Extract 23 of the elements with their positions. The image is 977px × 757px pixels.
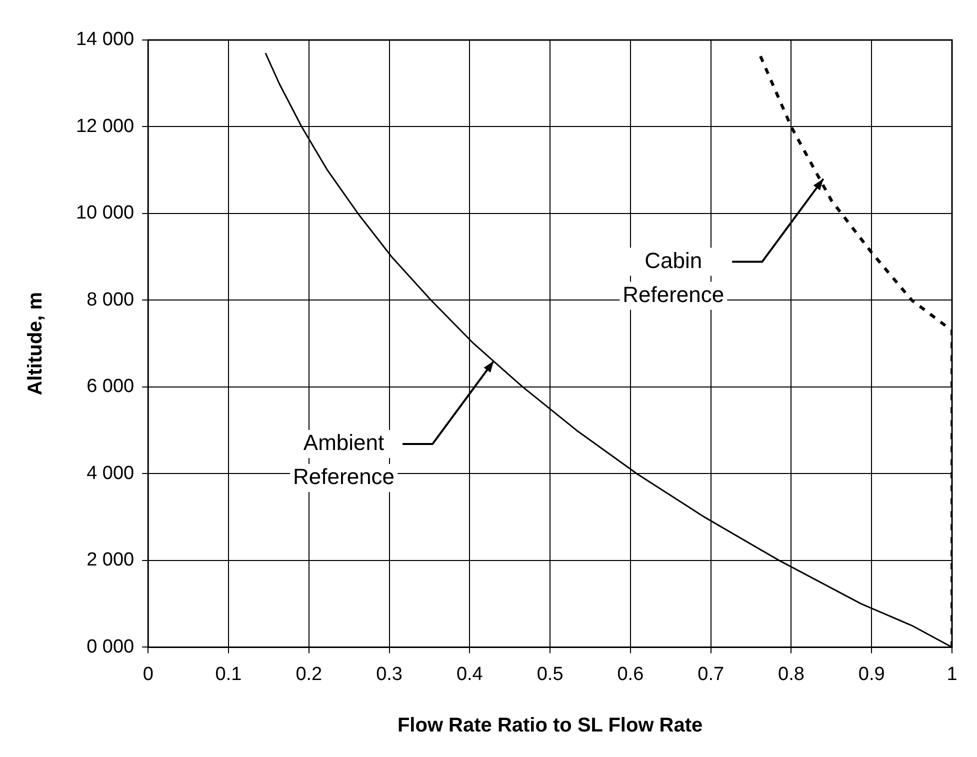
y-tick-label: 2 000: [86, 550, 134, 571]
x-axis-title: Flow Rate Ratio to SL Flow Rate: [397, 714, 703, 737]
y-tick-label: 10 000: [76, 202, 134, 224]
x-tick-label: 0.7: [698, 664, 724, 685]
y-axis-title: Altitude, m: [24, 292, 47, 396]
x-tick-label: 0.3: [376, 664, 402, 685]
y-tick-label: 8 000: [86, 289, 134, 310]
x-tick-label: 0.5: [536, 664, 564, 685]
annotation: Cabin Reference: [622, 248, 724, 307]
x-tick-label: 1: [946, 664, 958, 685]
x-tick-label: 0: [142, 664, 154, 685]
y-tick-label: 6 000: [86, 376, 134, 398]
x-tick-label: 0.8: [778, 664, 804, 685]
y-tick-label: 14 000: [76, 29, 134, 50]
x-tick-label: 0.6: [617, 664, 644, 685]
y-tick-label: 12 000: [76, 116, 134, 137]
annotation: Ambient Reference: [293, 430, 395, 490]
y-tick-label: 0 000: [86, 636, 134, 658]
x-tick-label: 0.4: [456, 664, 484, 685]
x-tick-label: 0.9: [858, 664, 885, 685]
x-tick-label: 0.1: [215, 664, 242, 685]
y-tick-label: 4 000: [86, 462, 134, 484]
x-tick-label: 0.2: [296, 664, 322, 685]
